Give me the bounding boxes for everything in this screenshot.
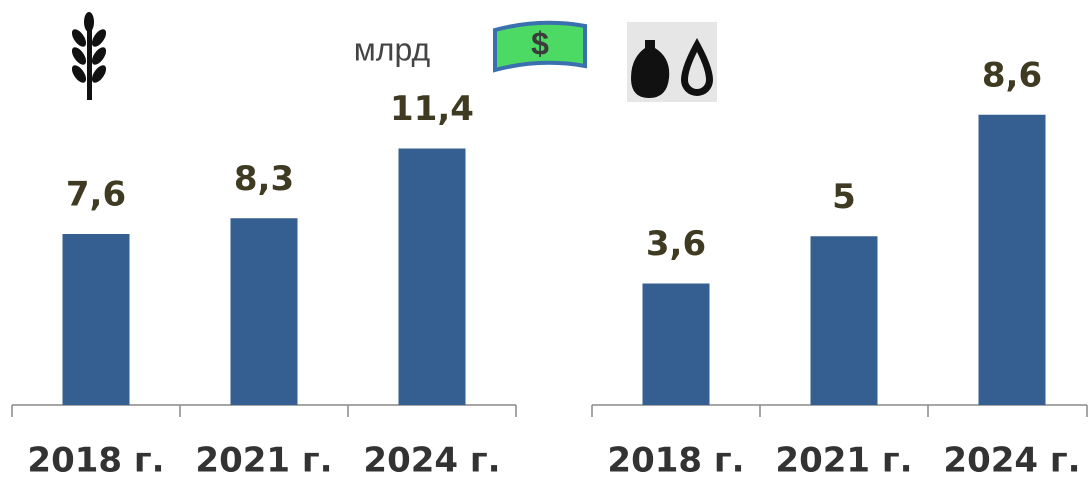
- x-tick-label: 2021 г.: [775, 441, 912, 480]
- bar: [230, 218, 298, 405]
- oil-icon: [627, 22, 717, 102]
- value-label: 5: [832, 177, 856, 217]
- svg-text:$: $: [531, 25, 549, 61]
- bar: [642, 283, 710, 405]
- unit-label: млрд: [354, 31, 431, 67]
- value-label: 3,6: [646, 224, 706, 264]
- x-tick-label: 2018 г.: [27, 441, 164, 480]
- bar: [810, 236, 878, 405]
- bar: [62, 234, 130, 405]
- value-label: 8,6: [982, 55, 1042, 95]
- bar: [978, 114, 1046, 405]
- x-tick-label: 2021 г.: [195, 441, 332, 480]
- x-tick-label: 2024 г.: [363, 441, 500, 480]
- value-label: 7,6: [66, 175, 126, 215]
- wheat-icon: [71, 12, 107, 100]
- x-tick-label: 2018 г.: [607, 441, 744, 480]
- value-label: 8,3: [234, 159, 294, 199]
- value-label: 11,4: [390, 89, 474, 129]
- bar: [398, 148, 466, 405]
- x-tick-label: 2024 г.: [943, 441, 1080, 480]
- money-icon: $: [493, 20, 587, 73]
